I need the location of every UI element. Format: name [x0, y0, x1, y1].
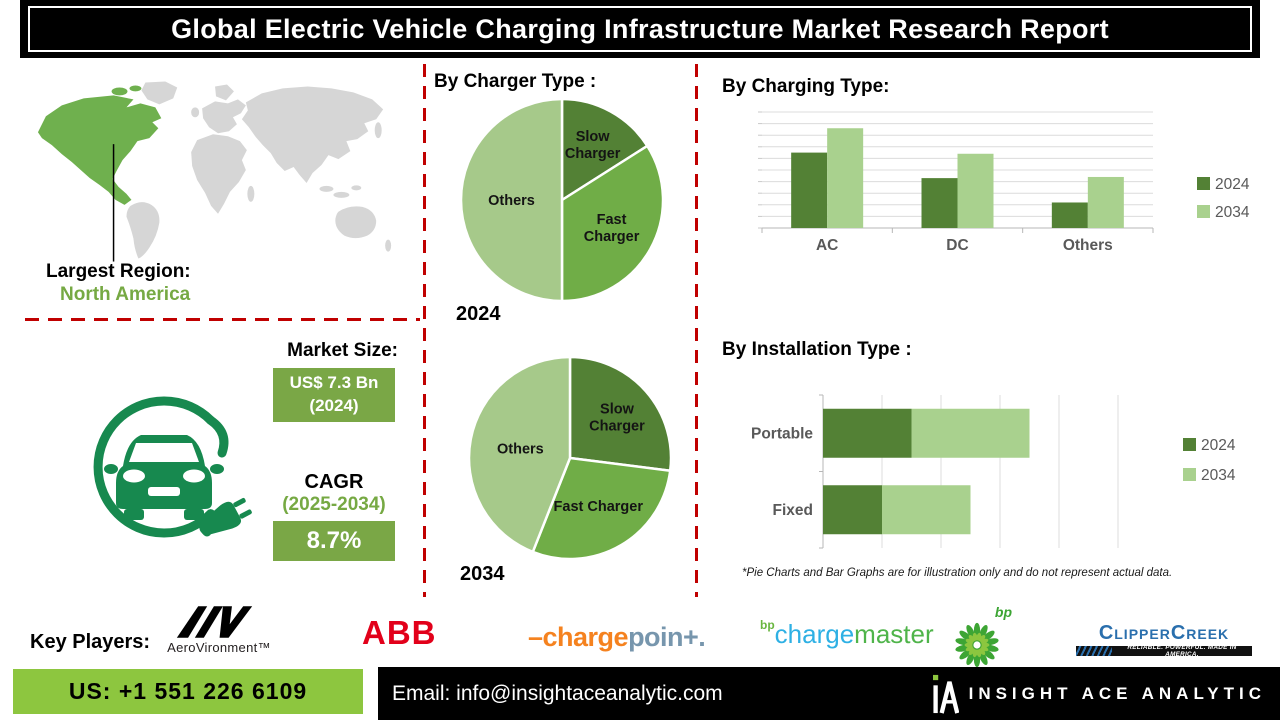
bar-chart-charging-type: AC DC Others 2024 2034: [758, 111, 1250, 254]
south-america-shape: [126, 202, 160, 259]
insight-ace-logo-icon: [932, 674, 959, 714]
bp-superscript: bp: [760, 618, 775, 632]
world-map: [37, 81, 392, 262]
logo-abb: ABB: [362, 614, 437, 651]
market-size-value: US$ 7.3 Bn: [289, 373, 379, 393]
charging-type-title: By Charging Type:: [722, 76, 890, 97]
market-size-year: (2024): [309, 396, 359, 415]
clippercreek-name: ClipperCreek: [1098, 622, 1230, 644]
aerovironment-name: AeroVironment™: [167, 640, 271, 655]
svg-text:Portable: Portable: [751, 425, 813, 442]
africa-shape: [191, 134, 247, 214]
market-size-box: US$ 7.3 Bn (2024): [273, 368, 395, 422]
north-america-highlight: [37, 85, 162, 205]
clippercreek-stripes: [1076, 646, 1112, 656]
bp-helios: bp: [952, 604, 1012, 668]
bp-helios-icon: [955, 622, 999, 668]
pie-2024-year-label: 2024: [456, 303, 501, 325]
svg-text:Fast Charger: Fast Charger: [554, 499, 644, 515]
svg-text:Fixed: Fixed: [773, 502, 813, 519]
market-size-label: Market Size:: [287, 340, 398, 361]
logo-chargepoint: –chargepoin+.: [528, 622, 706, 653]
clippercreek-tagline-bar: RELIABLE. POWERFUL. MADE IN AMERICA.: [1076, 644, 1252, 658]
pie-chart-charger-type-2024: Slow Charger Fast Charger Others: [459, 97, 665, 303]
email-bar: Email: info@insightaceanalytic.com INSIG…: [378, 667, 1280, 720]
bar-chart-installation-type: Portable Fixed 2024 2034: [751, 394, 1236, 549]
australia-shape: [335, 206, 377, 239]
red-dashed-divider-left: [423, 64, 426, 597]
clippercreek-tagline: RELIABLE. POWERFUL. MADE IN AMERICA.: [1127, 644, 1237, 658]
svg-text:2034: 2034: [1215, 204, 1250, 221]
svg-text:2024: 2024: [1201, 437, 1236, 454]
svg-text:Others: Others: [497, 442, 544, 458]
svg-text:DC: DC: [946, 237, 968, 254]
logo-bp-chargemaster: bpchargemaster: [760, 618, 934, 650]
cagr-value-box: 8.7%: [273, 521, 395, 561]
pie-chart-charger-type-2034: Slow Charger Fast Charger Others: [467, 355, 673, 561]
largest-region-label: Largest Region:: [46, 261, 191, 282]
key-players-label: Key Players:: [30, 631, 151, 653]
charger-type-title: By Charger Type :: [434, 71, 597, 92]
svg-text:Others: Others: [1063, 237, 1113, 254]
ev-charging-icon: [93, 396, 252, 538]
brand-name: INSIGHT ACE ANALYTIC: [968, 683, 1266, 703]
svg-text:2024: 2024: [1215, 176, 1250, 193]
logo-aerovironment: AeroVironment™: [158, 604, 280, 655]
svg-text:2034: 2034: [1201, 467, 1236, 484]
pie-2034-year-label: 2034: [460, 563, 505, 585]
logo-clippercreek: ClipperCreek RELIABLE. POWERFUL. MADE IN…: [1076, 622, 1252, 658]
disclaimer-note: *Pie Charts and Bar Graphs are for illus…: [742, 567, 1173, 579]
page-title: Global Electric Vehicle Charging Infrast…: [171, 13, 1109, 44]
red-dashed-divider-horizontal: [25, 318, 420, 321]
email-address: Email: info@insightaceanalytic.com: [392, 681, 723, 705]
cagr-period: (2025-2034): [282, 494, 386, 515]
bp-helios-label: bp: [994, 604, 1012, 620]
installation-type-title: By Installation Type :: [722, 339, 912, 360]
phone-box: US: +1 551 226 6109: [13, 669, 363, 714]
svg-text:Others: Others: [488, 193, 535, 209]
brand-lockup: INSIGHT ACE ANALYTIC: [932, 674, 1266, 714]
chargemaster-master: master: [854, 619, 934, 649]
cagr-value: 8.7%: [306, 527, 362, 554]
title-bar: Global Electric Vehicle Charging Infrast…: [20, 0, 1260, 58]
chargemaster-charge: charge: [774, 619, 855, 649]
svg-text:AC: AC: [816, 237, 838, 254]
chargepoint-part2: poin+.: [628, 622, 706, 652]
phone-number: US: +1 551 226 6109: [68, 678, 308, 704]
asia-shape: [241, 86, 384, 183]
europe-shape: [202, 99, 246, 134]
red-dashed-divider-right: [695, 64, 698, 597]
title-border: Global Electric Vehicle Charging Infrast…: [28, 6, 1252, 52]
aerovironment-av-mark: [176, 606, 253, 638]
largest-region-value: North America: [60, 284, 191, 305]
chargepoint-part1: –charge: [528, 622, 629, 652]
cagr-label: CAGR: [304, 471, 364, 493]
greenland-shape: [141, 81, 178, 105]
